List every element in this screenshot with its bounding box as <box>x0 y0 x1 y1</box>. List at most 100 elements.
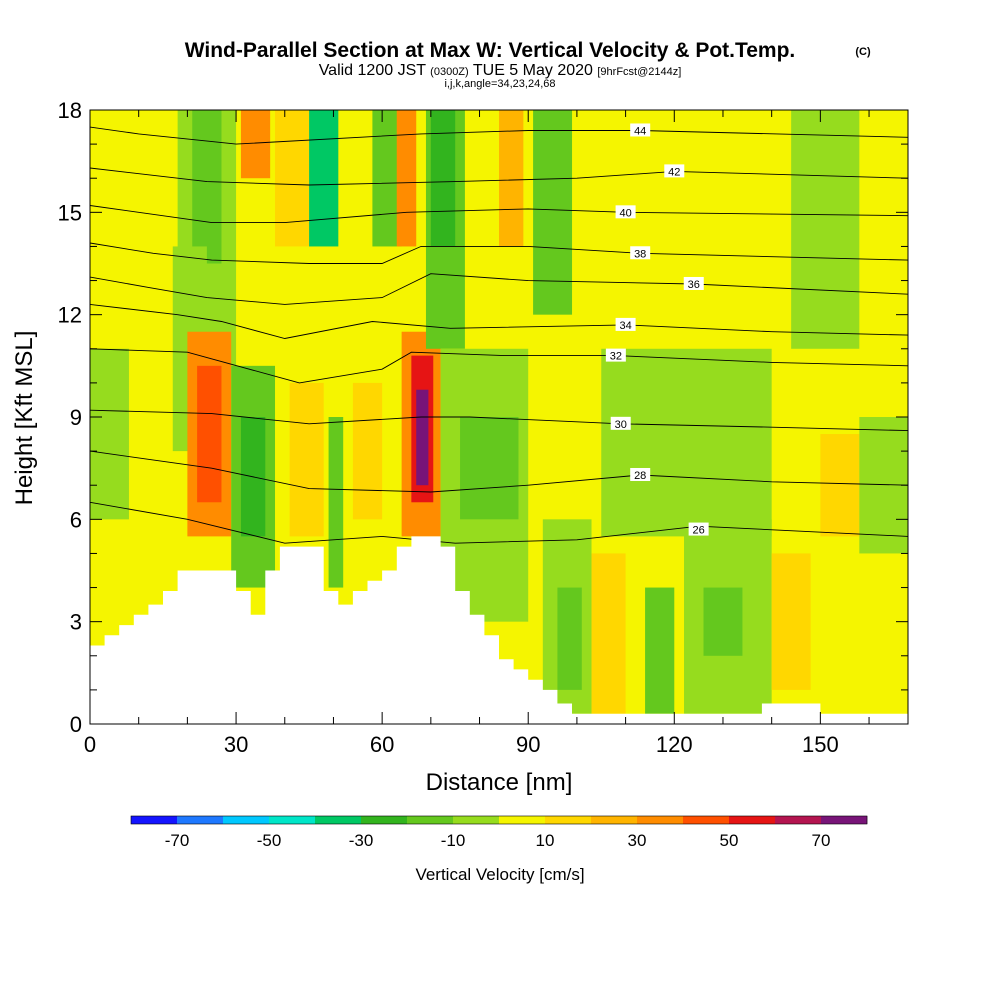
x-tick-label: 30 <box>224 732 248 757</box>
velocity-cell <box>352 382 383 520</box>
x-axis-label: Distance [nm] <box>426 769 573 796</box>
velocity-cell <box>289 382 324 537</box>
velocity-cell <box>192 110 222 264</box>
contour-label-bg <box>683 276 704 290</box>
contour-label-bg <box>630 123 651 137</box>
velocity-cell <box>557 587 582 690</box>
contour-label-bg <box>630 246 651 260</box>
velocity-cell <box>90 110 149 349</box>
velocity-cell <box>328 417 344 588</box>
y-tick-label: 0 <box>70 712 82 737</box>
velocity-cell <box>499 110 524 247</box>
velocity-cell <box>791 110 860 349</box>
contour-label: 32 <box>610 351 622 363</box>
colorbar-tick-label: -30 <box>349 831 374 850</box>
y-tick-label: 12 <box>58 303 82 328</box>
colorbar-segment <box>637 816 684 824</box>
colorbar-segment <box>775 816 822 824</box>
theta-contour-36 <box>90 273 908 305</box>
theta-contour-34 <box>90 303 908 339</box>
theta-contour-30 <box>90 409 908 432</box>
velocity-cell <box>430 110 456 247</box>
x-tick-label: 90 <box>516 732 540 757</box>
velocity-cell <box>460 417 519 520</box>
contour-label-bg <box>610 416 631 430</box>
y-tick-label: 3 <box>70 610 82 635</box>
colorbar-tick-label: -70 <box>165 831 190 850</box>
contour-label: 36 <box>688 279 700 291</box>
chart-subtitle: Valid 1200 JST (0300Z) TUE 5 May 2020 [9… <box>319 62 682 79</box>
colorbar-tick-label: -50 <box>257 831 282 850</box>
colorbar-label: Vertical Velocity [cm/s] <box>415 865 584 884</box>
colorbar-segment <box>499 816 546 824</box>
colorbar-segment <box>407 816 454 824</box>
velocity-cell <box>591 553 626 714</box>
colorbar-segment <box>131 816 178 824</box>
contour-label: 38 <box>634 248 646 260</box>
contour-label-bg <box>688 522 709 536</box>
colorbar-tick-label: 70 <box>812 831 831 850</box>
velocity-cell <box>309 110 339 247</box>
contour-label: 34 <box>619 320 631 332</box>
colorbar-segment <box>453 816 500 824</box>
x-tick-label: 150 <box>802 732 839 757</box>
y-tick-label: 9 <box>70 405 82 430</box>
theta-contour-38 <box>90 242 908 264</box>
colorbar-frame <box>130 815 868 825</box>
colorbar-segment <box>729 816 776 824</box>
colorbar-tick-label: -10 <box>441 831 466 850</box>
colorbar-segment <box>315 816 362 824</box>
theta-contour-28 <box>90 450 908 493</box>
velocity-cell <box>601 348 772 537</box>
colorbar-tick-label: 10 <box>536 831 555 850</box>
colorbar-tick-label: 50 <box>720 831 739 850</box>
colorbar-tick-label: 30 <box>628 831 647 850</box>
contour-labels: 26 28 30 32 34 36 38 40 42 44 <box>605 123 709 537</box>
colorbar-segment <box>821 816 868 824</box>
contour-label-bg <box>615 205 636 219</box>
colorbar-segment <box>223 816 270 824</box>
colorbar-segment <box>361 816 408 824</box>
x-tick-label: 120 <box>656 732 693 757</box>
y-tick-label: 18 <box>58 98 82 123</box>
terrain-mask <box>90 536 908 724</box>
velocity-cell <box>645 587 675 714</box>
theta-contour-32 <box>90 348 908 384</box>
velocity-cell <box>396 110 417 247</box>
contour-label-bg <box>664 164 685 178</box>
velocity-cell <box>533 110 573 315</box>
colorbar-segment <box>269 816 316 824</box>
contour-label: 44 <box>634 125 646 137</box>
contour-label: 30 <box>615 419 627 431</box>
colorbar: -70 -50 -30 -10 10 30 50 70 <box>130 815 868 850</box>
copyright-mark: (C) <box>855 46 871 58</box>
velocity-cell <box>820 434 860 537</box>
x-axis: 0 30 60 90 120 150 <box>84 110 870 757</box>
contour-label-bg <box>605 348 626 362</box>
contour-label: 42 <box>668 166 680 178</box>
chart-subtitle-indices: i,j,k,angle=34,23,24,68 <box>444 78 555 90</box>
colorbar-segment <box>591 816 638 824</box>
contour-label-bg <box>630 467 651 481</box>
velocity-cell <box>771 553 811 690</box>
colorbar-segment <box>545 816 592 824</box>
colorbar-segment <box>683 816 730 824</box>
y-axis-label: Height [Kft MSL] <box>11 331 38 506</box>
velocity-cell <box>197 365 222 503</box>
velocity-cell <box>240 110 271 179</box>
colorbar-segment <box>177 816 224 824</box>
contour-label-bg <box>615 317 636 331</box>
x-tick-label: 0 <box>84 732 96 757</box>
velocity-cell <box>416 389 429 486</box>
velocity-cell <box>703 587 743 656</box>
y-tick-label: 6 <box>70 507 82 532</box>
contour-label: 26 <box>693 525 705 537</box>
x-tick-label: 60 <box>370 732 394 757</box>
y-tick-label: 15 <box>58 200 82 225</box>
chart-title: Wind-Parallel Section at Max W: Vertical… <box>185 39 796 62</box>
velocity-cell <box>275 110 314 247</box>
contour-label: 28 <box>634 470 646 482</box>
